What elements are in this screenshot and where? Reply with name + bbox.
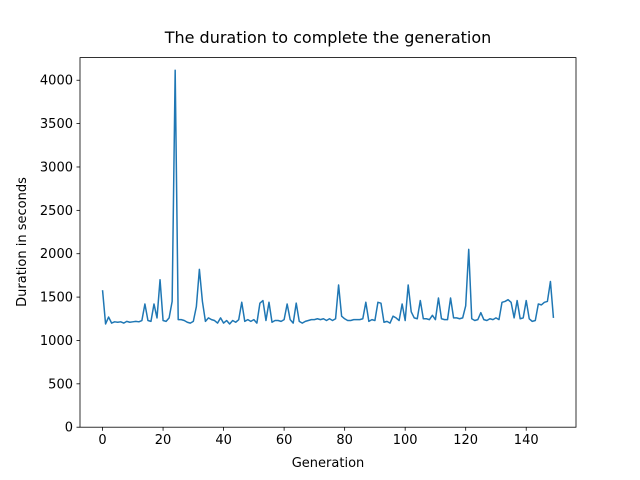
y-tick-label: 4000 [40,74,73,89]
y-tick-label: 0 [65,421,73,436]
x-tick-label: 0 [98,433,106,448]
y-tick-label: 2500 [40,204,73,219]
y-tick-label: 1000 [40,334,73,349]
y-tick-label: 3500 [40,117,73,132]
plot-frame [79,57,577,428]
x-tick-label: 140 [514,433,539,448]
x-tick-label: 20 [155,433,172,448]
chart-title: The duration to complete the generation [164,28,492,47]
y-tick-label: 3000 [40,160,73,175]
x-tick-label: 120 [453,433,478,448]
x-tick-label: 100 [393,433,418,448]
y-axis-label: Duration in seconds [15,177,30,307]
x-tick-label: 40 [215,433,232,448]
x-tick-label: 60 [276,433,293,448]
x-tick-label: 80 [336,433,353,448]
data-line [101,69,555,325]
y-tick-label: 500 [48,377,73,392]
y-tick-label: 1500 [40,291,73,306]
y-tick-label: 2000 [40,247,73,262]
x-axis-label: Generation [292,456,365,471]
